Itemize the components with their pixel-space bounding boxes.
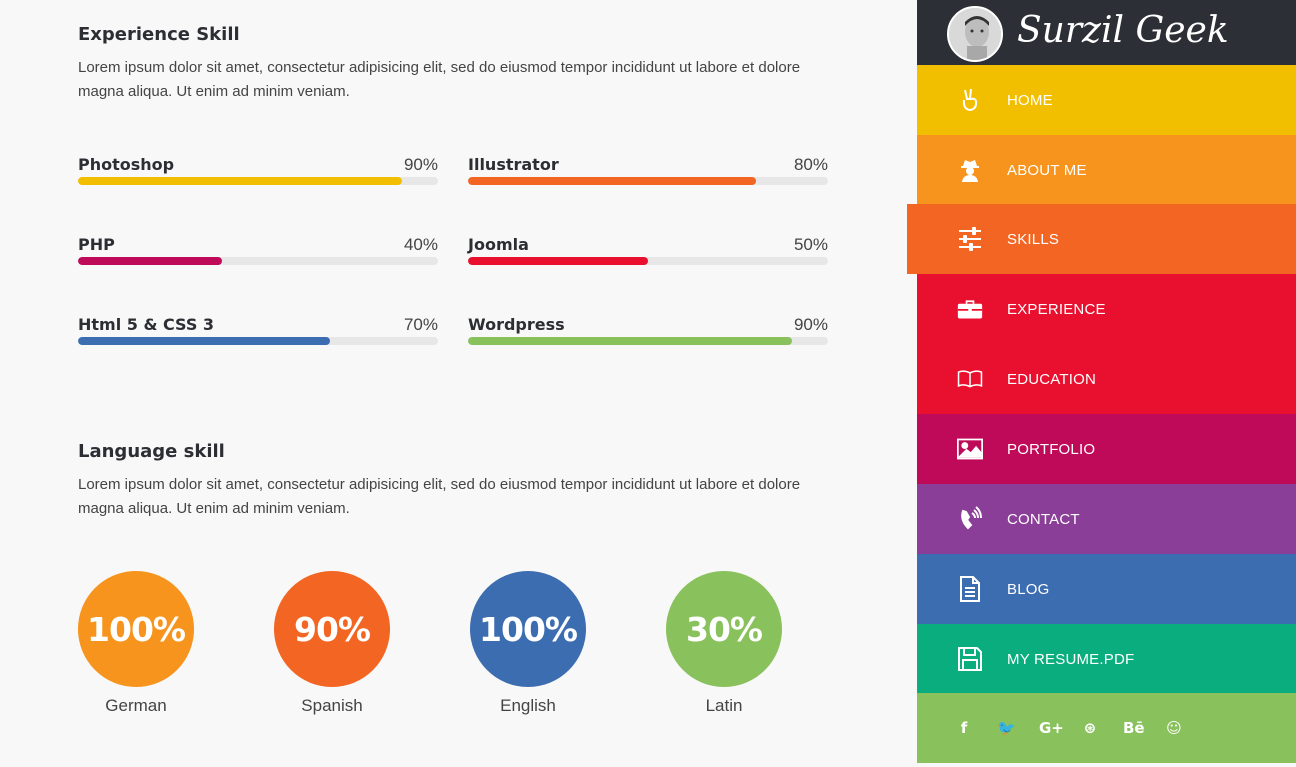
facebook-icon[interactable]: f bbox=[960, 719, 968, 737]
google-plus-icon[interactable]: G+ bbox=[1039, 719, 1064, 737]
language-name: Latin bbox=[705, 696, 743, 715]
language-name: English bbox=[500, 696, 556, 715]
skill-percent: 80% bbox=[793, 155, 828, 174]
skill-percent: 50% bbox=[793, 235, 828, 254]
skill-name: PHP bbox=[78, 235, 115, 254]
user-secret-icon bbox=[957, 157, 983, 183]
skill-name: Html 5 & CSS 3 bbox=[78, 315, 215, 334]
nav-label: PORTFOLIO bbox=[1007, 440, 1096, 458]
nav-label: MY RESUME.PDF bbox=[1007, 650, 1135, 668]
skill-percent: 90% bbox=[793, 315, 828, 334]
phone-icon bbox=[957, 506, 983, 532]
language-item: 30% Latin bbox=[666, 571, 782, 716]
main-content: Experience Skill Lorem ipsum dolor sit a… bbox=[78, 24, 828, 716]
language-name: Spanish bbox=[301, 696, 363, 715]
skill-percent: 40% bbox=[403, 235, 438, 254]
nav-label: CONTACT bbox=[1007, 510, 1080, 528]
skill-fill bbox=[468, 337, 792, 345]
skill-fill bbox=[78, 337, 330, 345]
save-icon bbox=[957, 646, 983, 672]
nav-item-home[interactable]: HOME bbox=[917, 65, 1296, 135]
language-name: German bbox=[105, 696, 167, 715]
avatar bbox=[947, 6, 1003, 62]
skill-fill bbox=[468, 177, 756, 185]
skill-name: Illustrator bbox=[468, 155, 559, 174]
language-percent-circle: 100% bbox=[78, 571, 194, 687]
language-item: 100% English bbox=[470, 571, 586, 716]
sliders-icon bbox=[957, 226, 983, 252]
skill-bar: PHP 40% bbox=[78, 235, 438, 275]
social-bar: f 🐦 G+ ⊛ Bē ☺ bbox=[917, 693, 1296, 763]
dribbble-icon[interactable]: ⊛ bbox=[1083, 719, 1097, 737]
nav-item-contact[interactable]: CONTACT bbox=[917, 484, 1296, 554]
image-icon bbox=[957, 436, 983, 462]
nav-label: EDUCATION bbox=[1007, 370, 1097, 388]
nav-item-about-me[interactable]: ABOUT ME bbox=[917, 135, 1296, 205]
skill-bar: Photoshop 90% bbox=[78, 155, 438, 195]
skill-fill bbox=[78, 177, 402, 185]
nav-item-blog[interactable]: BLOG bbox=[917, 554, 1296, 624]
language-item: 100% German bbox=[78, 571, 194, 716]
nav-label: BLOG bbox=[1007, 580, 1050, 598]
skill-bar: Joomla 50% bbox=[468, 235, 828, 275]
briefcase-icon bbox=[957, 296, 983, 322]
nav-label: EXPERIENCE bbox=[1007, 300, 1106, 318]
skill-bar: Html 5 & CSS 3 70% bbox=[78, 315, 438, 355]
language-percent-circle: 30% bbox=[666, 571, 782, 687]
skill-name: Joomla bbox=[468, 235, 529, 254]
skill-name: Wordpress bbox=[468, 315, 565, 334]
skill-track bbox=[468, 337, 828, 345]
nav-item-portfolio[interactable]: PORTFOLIO bbox=[917, 414, 1296, 484]
skill-track bbox=[78, 177, 438, 185]
skill-bar: Illustrator 80% bbox=[468, 155, 828, 195]
behance-icon[interactable]: Bē bbox=[1123, 719, 1145, 737]
experience-title: Experience Skill bbox=[78, 24, 240, 45]
language-percent-circle: 100% bbox=[470, 571, 586, 687]
twitter-icon[interactable]: 🐦 bbox=[997, 719, 1016, 737]
language-item: 90% Spanish bbox=[274, 571, 390, 716]
nav-label: ABOUT ME bbox=[1007, 161, 1087, 179]
nav-item-my-resume-pdf[interactable]: MY RESUME.PDF bbox=[917, 624, 1296, 694]
skill-track bbox=[468, 177, 828, 185]
experience-description: Lorem ipsum dolor sit amet, consectetur … bbox=[78, 59, 801, 100]
language-title: Language skill bbox=[78, 441, 225, 462]
nav-item-education[interactable]: EDUCATION bbox=[917, 344, 1296, 414]
nav-label: HOME bbox=[1007, 91, 1053, 109]
hand-peace-icon bbox=[957, 87, 983, 113]
brand-name[interactable]: Surzil Geek bbox=[1017, 10, 1229, 51]
skill-track bbox=[468, 257, 828, 265]
skill-fill bbox=[468, 257, 648, 265]
github-icon[interactable]: ☺ bbox=[1166, 719, 1182, 737]
skill-track bbox=[78, 257, 438, 265]
skill-percent: 70% bbox=[403, 315, 438, 334]
skill-name: Photoshop bbox=[78, 155, 175, 174]
skill-bar: Wordpress 90% bbox=[468, 315, 828, 355]
nav-item-skills[interactable]: SKILLS bbox=[907, 204, 1296, 274]
skill-percent: 90% bbox=[403, 155, 438, 174]
skill-fill bbox=[78, 257, 222, 265]
sidebar: Surzil Geek HOME ABOUT ME SKILLS EXPERIENCE… bbox=[907, 0, 1296, 767]
book-icon bbox=[957, 366, 983, 392]
brand-header: Surzil Geek bbox=[917, 0, 1296, 65]
nav-label: SKILLS bbox=[1007, 230, 1060, 248]
nav-item-experience[interactable]: EXPERIENCE bbox=[917, 274, 1296, 344]
skill-track bbox=[78, 337, 438, 345]
language-percent-circle: 90% bbox=[274, 571, 390, 687]
document-icon bbox=[957, 576, 983, 602]
language-description: Lorem ipsum dolor sit amet, consectetur … bbox=[78, 476, 801, 517]
